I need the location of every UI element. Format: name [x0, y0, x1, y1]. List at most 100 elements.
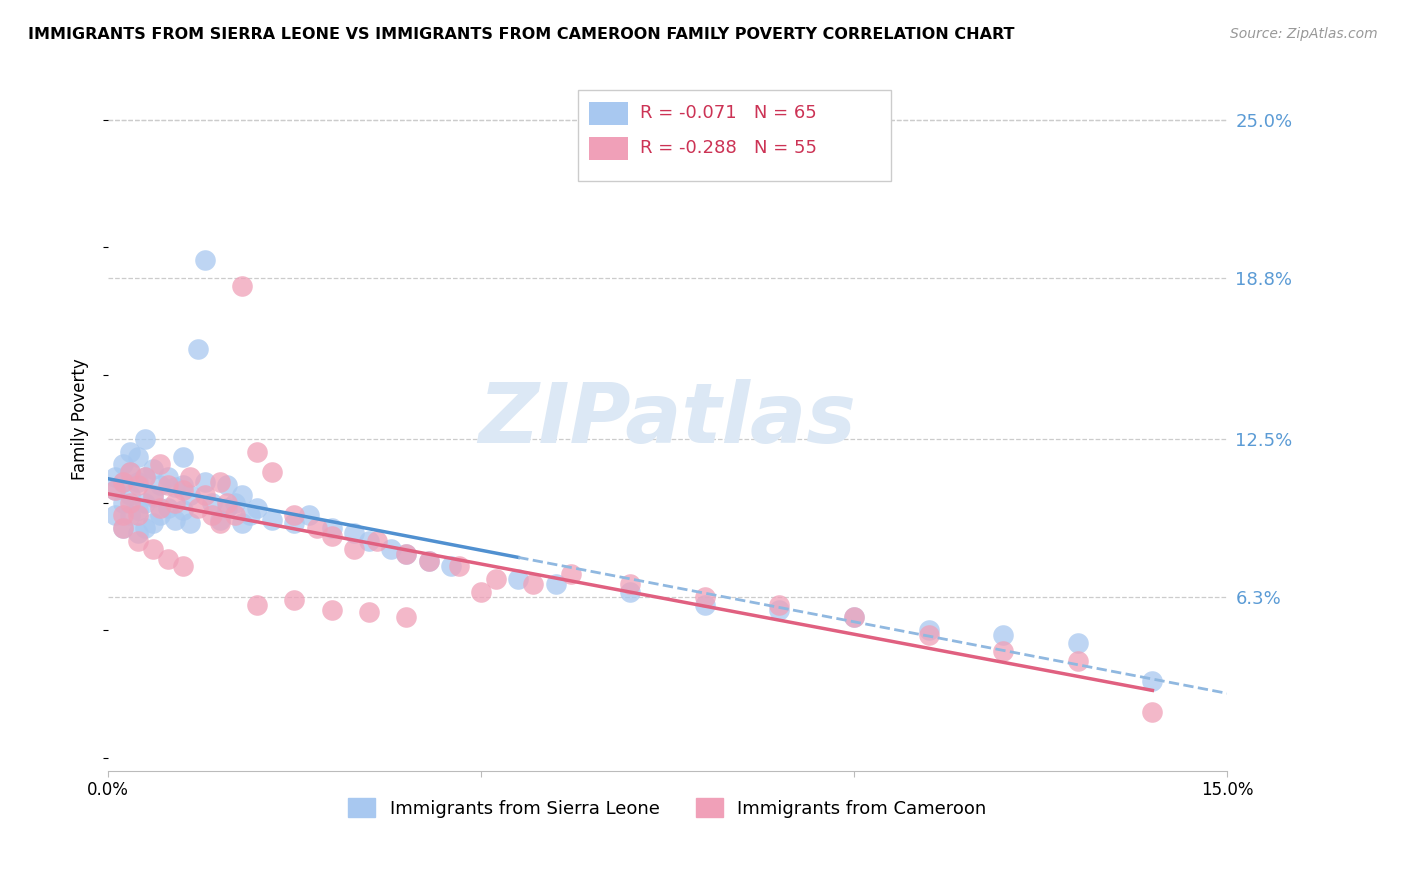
- Point: [842, 610, 865, 624]
- Point: [120, 508, 142, 523]
- Point: [447, 559, 470, 574]
- Point: [142, 488, 165, 502]
- Point: [768, 603, 790, 617]
- Point: [440, 559, 463, 574]
- Point: [993, 628, 1015, 642]
- Point: [120, 465, 142, 479]
- Point: [172, 503, 194, 517]
- Point: [485, 572, 508, 586]
- Point: [224, 495, 246, 509]
- Point: [134, 495, 156, 509]
- Point: [165, 495, 187, 509]
- Point: [231, 516, 253, 530]
- Text: Source: ZipAtlas.com: Source: ZipAtlas.com: [1230, 27, 1378, 41]
- FancyBboxPatch shape: [589, 102, 628, 125]
- Point: [283, 516, 305, 530]
- Point: [172, 450, 194, 464]
- Point: [127, 526, 149, 541]
- Point: [305, 521, 328, 535]
- Point: [619, 577, 641, 591]
- Point: [1142, 674, 1164, 689]
- Point: [134, 470, 156, 484]
- Point: [156, 477, 179, 491]
- Point: [134, 432, 156, 446]
- Point: [321, 521, 343, 535]
- Point: [111, 475, 134, 490]
- Point: [120, 488, 142, 502]
- Point: [1067, 654, 1090, 668]
- Text: R = -0.071   N = 65: R = -0.071 N = 65: [640, 103, 817, 121]
- Point: [120, 495, 142, 509]
- Point: [693, 598, 716, 612]
- Point: [172, 559, 194, 574]
- Point: [768, 598, 790, 612]
- Point: [149, 458, 172, 472]
- Point: [111, 508, 134, 523]
- Point: [172, 483, 194, 497]
- Point: [127, 508, 149, 523]
- Point: [156, 500, 179, 515]
- Point: [343, 541, 366, 556]
- Point: [111, 495, 134, 509]
- Point: [262, 513, 284, 527]
- Point: [395, 547, 418, 561]
- Point: [201, 508, 224, 523]
- Point: [142, 516, 165, 530]
- Point: [508, 572, 530, 586]
- Point: [134, 470, 156, 484]
- Point: [262, 465, 284, 479]
- Point: [283, 592, 305, 607]
- Point: [127, 503, 149, 517]
- Point: [179, 488, 201, 502]
- Point: [359, 533, 381, 548]
- Legend: Immigrants from Sierra Leone, Immigrants from Cameroon: Immigrants from Sierra Leone, Immigrants…: [342, 791, 994, 825]
- Point: [172, 477, 194, 491]
- Point: [149, 477, 172, 491]
- Point: [165, 513, 187, 527]
- Point: [239, 508, 262, 523]
- Point: [156, 551, 179, 566]
- Point: [194, 475, 217, 490]
- Point: [104, 483, 127, 497]
- Point: [186, 343, 208, 357]
- Point: [134, 521, 156, 535]
- Point: [224, 508, 246, 523]
- Point: [1067, 636, 1090, 650]
- Point: [359, 606, 381, 620]
- Point: [111, 521, 134, 535]
- Point: [142, 462, 165, 476]
- Text: IMMIGRANTS FROM SIERRA LEONE VS IMMIGRANTS FROM CAMEROON FAMILY POVERTY CORRELAT: IMMIGRANTS FROM SIERRA LEONE VS IMMIGRAN…: [28, 27, 1015, 42]
- Point: [120, 444, 142, 458]
- Point: [165, 480, 187, 494]
- Point: [231, 488, 253, 502]
- Point: [283, 508, 305, 523]
- FancyBboxPatch shape: [589, 136, 628, 160]
- Point: [470, 585, 492, 599]
- Point: [120, 465, 142, 479]
- Point: [142, 541, 165, 556]
- Point: [127, 477, 149, 491]
- Point: [619, 585, 641, 599]
- FancyBboxPatch shape: [578, 89, 891, 181]
- Text: R = -0.288   N = 55: R = -0.288 N = 55: [640, 139, 817, 157]
- Point: [111, 458, 134, 472]
- Text: ZIPatlas: ZIPatlas: [478, 379, 856, 460]
- Point: [104, 508, 127, 523]
- Point: [246, 444, 269, 458]
- Point: [544, 577, 567, 591]
- Point: [246, 500, 269, 515]
- Point: [156, 470, 179, 484]
- Point: [179, 470, 201, 484]
- Point: [231, 278, 253, 293]
- Point: [321, 529, 343, 543]
- Point: [142, 491, 165, 505]
- Y-axis label: Family Poverty: Family Poverty: [72, 359, 89, 481]
- Point: [149, 508, 172, 523]
- Point: [179, 516, 201, 530]
- Point: [104, 470, 127, 484]
- Point: [1142, 705, 1164, 719]
- Point: [208, 513, 231, 527]
- Point: [395, 610, 418, 624]
- Point: [217, 495, 239, 509]
- Point: [149, 500, 172, 515]
